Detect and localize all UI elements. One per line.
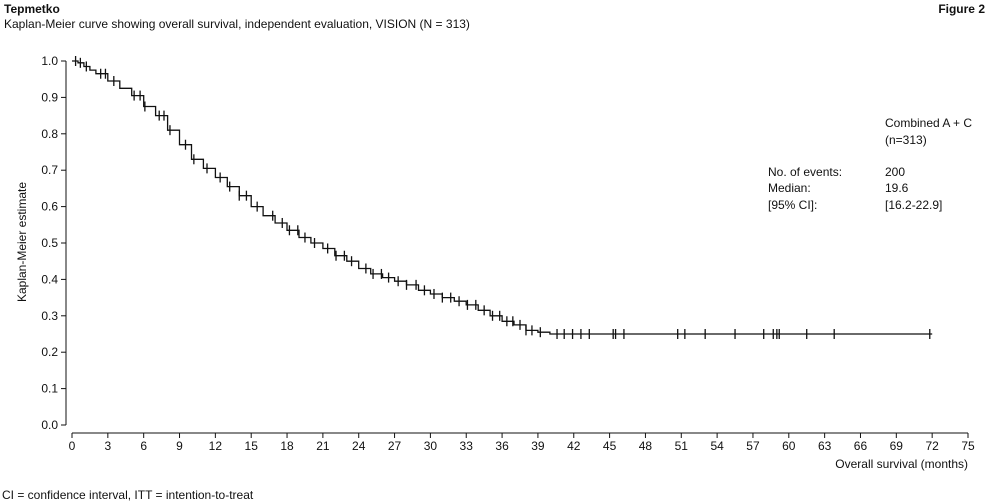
legend-series-name: Combined A + C xyxy=(885,116,972,130)
x-tick-label: 57 xyxy=(746,439,760,453)
x-tick-label: 69 xyxy=(890,439,904,453)
y-tick-label: 0.0 xyxy=(41,418,58,432)
footnote: CI = confidence interval, ITT = intentio… xyxy=(2,488,254,502)
brand-name: Tepmetko xyxy=(4,2,60,16)
y-tick-label: 0.7 xyxy=(41,163,58,177)
x-tick-label: 0 xyxy=(69,439,76,453)
x-axis: 0 3 6 9 12 15 18 21 24 27 30 33 36 39 42 45 48 51 54 57 60 63… xyxy=(69,432,975,453)
x-tick-label: 30 xyxy=(424,439,438,453)
survival-curve-group xyxy=(72,56,933,339)
y-tick-label: 0.2 xyxy=(41,345,58,359)
stat-value-events: 200 xyxy=(885,165,905,179)
stat-label-median: Median: xyxy=(768,181,811,195)
y-tick-label: 0.8 xyxy=(41,127,58,141)
x-tick-label: 21 xyxy=(316,439,330,453)
x-tick-label: 27 xyxy=(388,439,402,453)
x-tick-label: 45 xyxy=(603,439,617,453)
y-tick-label: 0.5 xyxy=(41,236,58,250)
y-tick-label: 0.6 xyxy=(41,200,58,214)
figure-subtitle: Kaplan-Meier curve showing overall survi… xyxy=(4,17,470,31)
figure-label: Figure 2 xyxy=(938,2,985,16)
x-tick-label: 60 xyxy=(782,439,796,453)
x-tick-label: 36 xyxy=(495,439,509,453)
x-tick-label: 72 xyxy=(925,439,939,453)
x-tick-label: 66 xyxy=(854,439,868,453)
legend-box: Combined A + C (n=313) No. of events: 20… xyxy=(768,116,972,212)
x-tick-label: 39 xyxy=(531,439,545,453)
x-tick-label: 15 xyxy=(245,439,259,453)
x-tick-label: 33 xyxy=(460,439,474,453)
km-chart: 0.00.10.20.30.40.50.60.70.80.91.0 0 3 6 9 12… xyxy=(15,54,975,471)
x-axis-label: Overall survival (months) xyxy=(835,457,968,471)
stat-value-ci: [16.2-22.9] xyxy=(885,198,942,212)
legend-n: (n=313) xyxy=(885,133,927,147)
x-tick-label: 6 xyxy=(140,439,147,453)
y-tick-label: 0.9 xyxy=(41,90,58,104)
y-tick-label: 0.3 xyxy=(41,309,58,323)
x-tick-label: 24 xyxy=(352,439,366,453)
y-axis: 0.0 0.1 0.2 0.3 0.4 0.5 0.6 0.7 0.8 0.9 1.0 xyxy=(41,54,67,432)
stat-value-median: 19.6 xyxy=(885,181,909,195)
x-tick-label: 48 xyxy=(639,439,653,453)
y-tick-label: 0.1 xyxy=(41,382,58,396)
x-tick-label: 75 xyxy=(961,439,975,453)
stat-label-events: No. of events: xyxy=(768,165,842,179)
y-tick-label: 0.4 xyxy=(41,272,58,286)
y-axis-label: Kaplan-Meier estimate xyxy=(15,182,29,302)
x-tick-label: 18 xyxy=(280,439,294,453)
x-tick-label: 12 xyxy=(209,439,223,453)
stat-label-ci: [95% CI]: xyxy=(768,198,817,212)
y-tick-label: 1.0 xyxy=(41,54,58,68)
x-tick-label: 9 xyxy=(176,439,183,453)
x-tick-label: 42 xyxy=(567,439,581,453)
x-tick-label: 51 xyxy=(675,439,689,453)
x-tick-label: 3 xyxy=(104,439,111,453)
x-tick-label: 54 xyxy=(710,439,724,453)
x-tick-label: 63 xyxy=(818,439,832,453)
